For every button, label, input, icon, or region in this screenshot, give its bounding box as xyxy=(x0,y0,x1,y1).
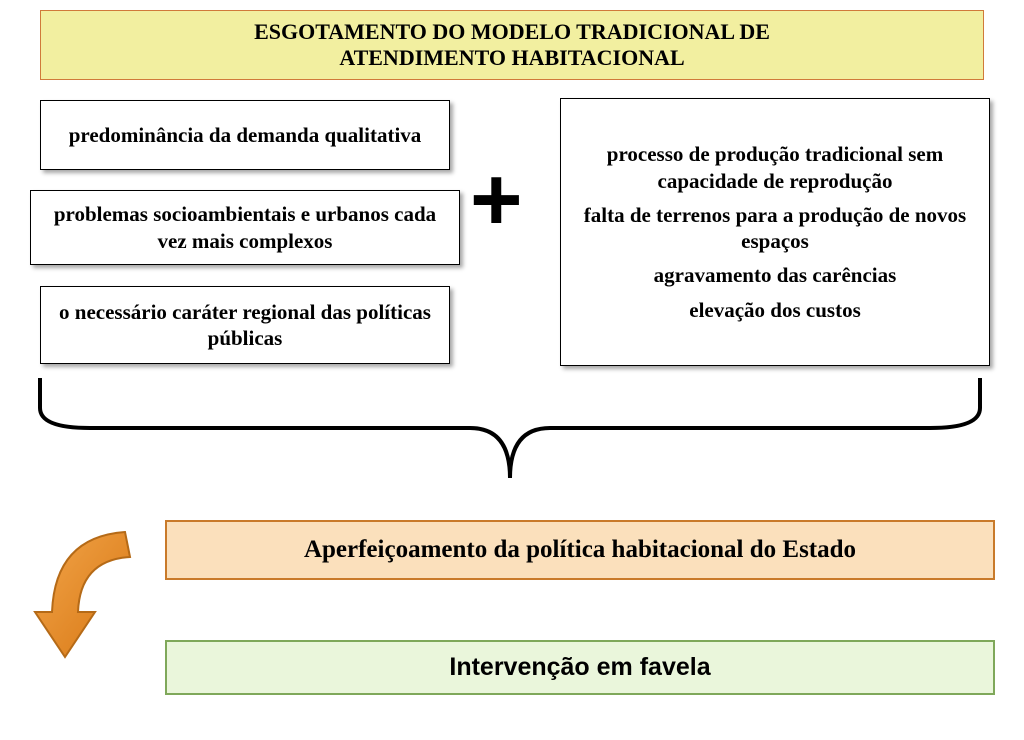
left-box-3: o necessário caráter regional das políti… xyxy=(40,286,450,364)
brace-path xyxy=(40,378,980,478)
right-line-2: falta de terrenos para a produção de nov… xyxy=(573,202,977,255)
result-box-1: Aperfeiçoamento da política habitacional… xyxy=(165,520,995,580)
title-text: ESGOTAMENTO DO MODELO TRADICIONAL DE ATE… xyxy=(254,19,770,72)
right-box-content: processo de produção tradicional sem cap… xyxy=(573,141,977,323)
left-box-1: predominância da demanda qualitativa xyxy=(40,100,450,170)
title-bar: ESGOTAMENTO DO MODELO TRADICIONAL DE ATE… xyxy=(40,10,984,80)
arrow-body xyxy=(35,532,130,657)
right-box: processo de produção tradicional sem cap… xyxy=(560,98,990,366)
curved-arrow xyxy=(30,522,165,672)
plus-symbol: + xyxy=(470,155,523,245)
title-line1: ESGOTAMENTO DO MODELO TRADICIONAL DE xyxy=(254,19,770,44)
right-line-4: elevação dos custos xyxy=(573,297,977,323)
result-box-2: Intervenção em favela xyxy=(165,640,995,695)
brace-connector xyxy=(30,368,990,488)
right-line-1: processo de produção tradicional sem cap… xyxy=(573,141,977,194)
title-line2: ATENDIMENTO HABITACIONAL xyxy=(339,45,684,70)
right-line-3: agravamento das carências xyxy=(573,262,977,288)
left-box-2: problemas socioambientais e urbanos cada… xyxy=(30,190,460,265)
